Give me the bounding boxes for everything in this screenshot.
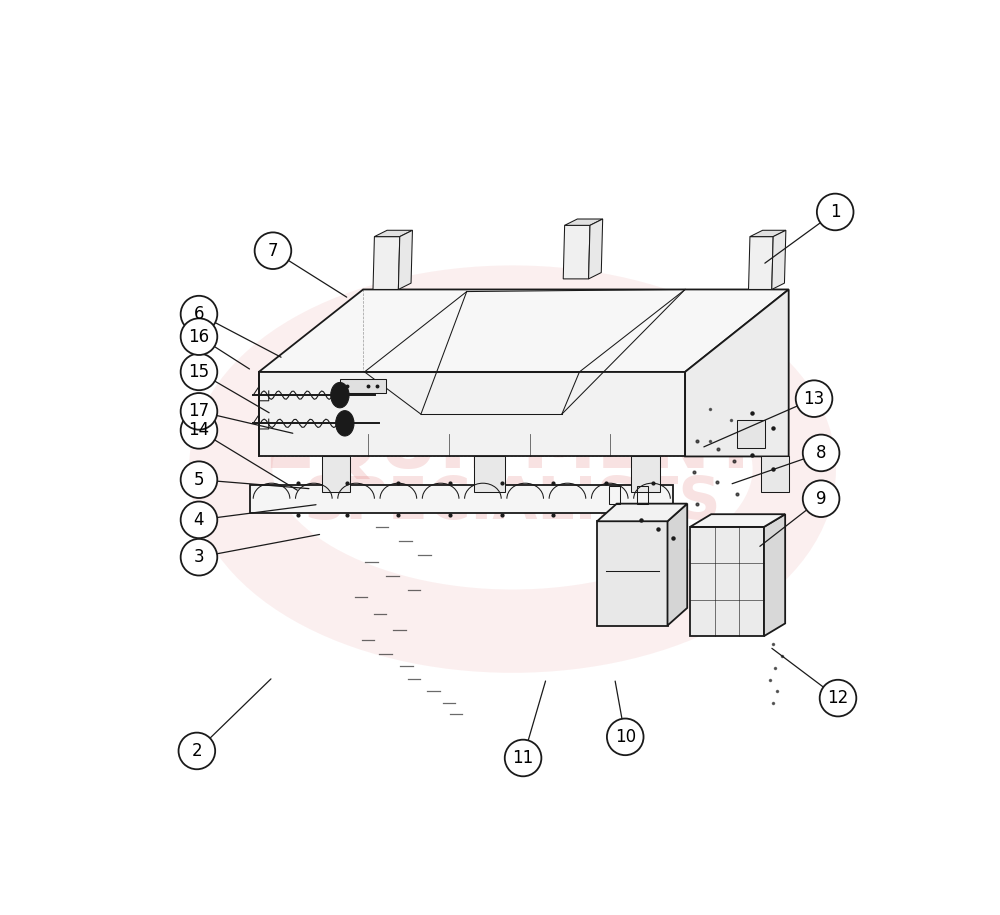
Text: EQUIPMENT: EQUIPMENT [263,412,762,484]
Polygon shape [690,527,764,636]
Ellipse shape [331,382,349,408]
Text: 9: 9 [816,490,826,508]
Text: 10: 10 [615,727,636,746]
Polygon shape [259,289,789,371]
Polygon shape [374,231,412,237]
Circle shape [179,733,215,770]
Text: 6: 6 [194,305,204,323]
Text: 13: 13 [803,390,825,408]
Text: 14: 14 [188,422,210,439]
Circle shape [803,480,839,517]
Polygon shape [761,457,789,491]
Circle shape [181,412,217,448]
Circle shape [181,296,217,332]
Polygon shape [685,289,789,457]
Text: 2: 2 [192,742,202,760]
Circle shape [181,318,217,355]
Text: 12: 12 [827,689,849,707]
Circle shape [820,680,856,716]
Text: SPECIALISTS: SPECIALISTS [304,475,721,532]
Text: 17: 17 [188,403,210,420]
Circle shape [607,718,644,755]
Ellipse shape [336,411,354,436]
Text: 3: 3 [194,548,204,566]
Polygon shape [398,231,412,289]
Polygon shape [749,237,773,289]
Polygon shape [668,503,687,626]
Circle shape [181,501,217,538]
Polygon shape [250,485,673,512]
Polygon shape [565,219,603,225]
Polygon shape [764,514,785,636]
Polygon shape [690,514,785,527]
Polygon shape [373,237,400,289]
Text: 7: 7 [268,242,278,260]
Circle shape [505,739,541,776]
Circle shape [255,232,291,269]
Polygon shape [259,371,685,457]
Polygon shape [322,457,350,491]
Polygon shape [772,231,786,289]
Circle shape [817,194,854,231]
Circle shape [181,539,217,576]
Text: 4: 4 [194,511,204,529]
Text: 5: 5 [194,470,204,489]
Circle shape [803,435,839,471]
Polygon shape [563,225,590,279]
Text: 8: 8 [816,444,826,462]
Polygon shape [474,457,505,491]
Circle shape [796,381,832,417]
Circle shape [181,461,217,498]
Polygon shape [631,457,660,491]
Polygon shape [750,231,786,237]
Polygon shape [597,503,687,522]
Text: 1: 1 [830,203,840,221]
Polygon shape [340,379,386,393]
Polygon shape [597,522,668,626]
Circle shape [181,353,217,390]
Polygon shape [589,219,603,279]
Text: 16: 16 [188,328,210,346]
Text: 15: 15 [188,363,210,381]
Polygon shape [737,420,765,448]
Circle shape [181,393,217,430]
Text: 11: 11 [512,749,534,767]
